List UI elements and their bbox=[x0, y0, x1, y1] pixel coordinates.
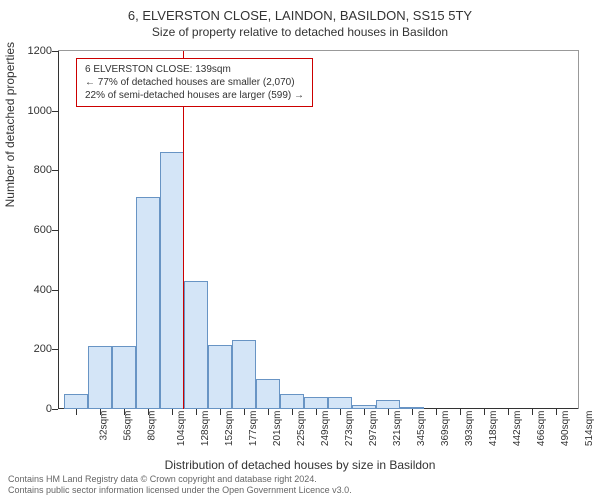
y-tick bbox=[52, 170, 58, 171]
histogram-bar bbox=[184, 281, 208, 409]
histogram-bar bbox=[232, 340, 256, 409]
histogram-bar bbox=[160, 152, 184, 409]
x-tick bbox=[316, 409, 317, 415]
x-tick bbox=[340, 409, 341, 415]
x-tick-label: 152sqm bbox=[224, 411, 235, 447]
x-tick bbox=[196, 409, 197, 415]
y-axis bbox=[58, 51, 59, 409]
x-tick bbox=[100, 409, 101, 415]
x-tick-label: 128sqm bbox=[200, 411, 211, 447]
x-tick bbox=[508, 409, 509, 415]
x-tick bbox=[412, 409, 413, 415]
histogram-bar bbox=[136, 197, 160, 409]
x-tick bbox=[460, 409, 461, 415]
x-tick-label: 514sqm bbox=[584, 411, 595, 447]
y-tick bbox=[52, 349, 58, 350]
x-axis-title: Distribution of detached houses by size … bbox=[0, 458, 600, 472]
x-tick bbox=[76, 409, 77, 415]
y-tick-label: 800 bbox=[34, 164, 52, 176]
y-tick-label: 400 bbox=[34, 284, 52, 296]
x-tick bbox=[484, 409, 485, 415]
annotation-line2: ← 77% of detached houses are smaller (2,… bbox=[85, 76, 304, 89]
histogram-bar bbox=[64, 394, 88, 409]
x-tick-label: 345sqm bbox=[416, 411, 427, 447]
histogram-bar bbox=[112, 346, 136, 409]
x-tick bbox=[220, 409, 221, 415]
x-tick bbox=[388, 409, 389, 415]
x-tick-label: 369sqm bbox=[440, 411, 451, 447]
annotation-line1: 6 ELVERSTON CLOSE: 139sqm bbox=[85, 63, 304, 76]
histogram-bar bbox=[256, 379, 280, 409]
histogram-bar bbox=[376, 400, 400, 409]
footer-line2: Contains public sector information licen… bbox=[8, 485, 352, 496]
histogram-bar bbox=[304, 397, 328, 409]
y-tick bbox=[52, 51, 58, 52]
annotation-box: 6 ELVERSTON CLOSE: 139sqm ← 77% of detac… bbox=[76, 58, 313, 107]
x-tick-label: 80sqm bbox=[147, 411, 158, 441]
x-tick-label: 321sqm bbox=[392, 411, 403, 447]
x-tick bbox=[268, 409, 269, 415]
y-tick bbox=[52, 111, 58, 112]
x-tick-label: 32sqm bbox=[99, 411, 110, 441]
x-tick bbox=[124, 409, 125, 415]
chart-title-main: 6, ELVERSTON CLOSE, LAINDON, BASILDON, S… bbox=[0, 0, 600, 23]
x-tick-label: 418sqm bbox=[488, 411, 499, 447]
x-tick bbox=[532, 409, 533, 415]
y-tick-label: 600 bbox=[34, 224, 52, 236]
y-axis-title: Number of detached properties bbox=[3, 42, 17, 207]
x-tick bbox=[244, 409, 245, 415]
y-tick-label: 200 bbox=[34, 343, 52, 355]
histogram-bar bbox=[208, 345, 232, 409]
y-tick bbox=[52, 230, 58, 231]
x-tick-label: 466sqm bbox=[536, 411, 547, 447]
histogram-bar bbox=[88, 346, 112, 409]
annotation-line3: 22% of semi-detached houses are larger (… bbox=[85, 89, 304, 102]
histogram-bar bbox=[328, 397, 352, 409]
x-tick bbox=[292, 409, 293, 415]
chart-container: 6, ELVERSTON CLOSE, LAINDON, BASILDON, S… bbox=[0, 0, 600, 500]
y-tick bbox=[52, 409, 58, 410]
footer-line1: Contains HM Land Registry data © Crown c… bbox=[8, 474, 352, 485]
y-tick-label: 0 bbox=[46, 403, 52, 415]
x-tick-label: 249sqm bbox=[320, 411, 331, 447]
histogram-bar bbox=[280, 394, 304, 409]
x-tick bbox=[364, 409, 365, 415]
x-tick-label: 273sqm bbox=[344, 411, 355, 447]
x-tick-label: 393sqm bbox=[464, 411, 475, 447]
y-tick-label: 1200 bbox=[28, 45, 52, 57]
x-tick-label: 297sqm bbox=[368, 411, 379, 447]
y-tick bbox=[52, 290, 58, 291]
x-tick-label: 104sqm bbox=[176, 411, 187, 447]
x-tick bbox=[148, 409, 149, 415]
x-tick-label: 177sqm bbox=[248, 411, 259, 447]
x-tick-label: 201sqm bbox=[272, 411, 283, 447]
x-tick bbox=[436, 409, 437, 415]
footer: Contains HM Land Registry data © Crown c… bbox=[8, 474, 352, 496]
chart-title-sub: Size of property relative to detached ho… bbox=[0, 23, 600, 39]
x-tick-label: 56sqm bbox=[123, 411, 134, 441]
x-tick-label: 490sqm bbox=[560, 411, 571, 447]
x-tick-label: 442sqm bbox=[512, 411, 523, 447]
plot-area: 020040060080010001200 32sqm56sqm80sqm104… bbox=[58, 50, 579, 409]
y-tick-label: 1000 bbox=[28, 105, 52, 117]
x-tick bbox=[556, 409, 557, 415]
x-tick-label: 225sqm bbox=[296, 411, 307, 447]
x-tick bbox=[172, 409, 173, 415]
